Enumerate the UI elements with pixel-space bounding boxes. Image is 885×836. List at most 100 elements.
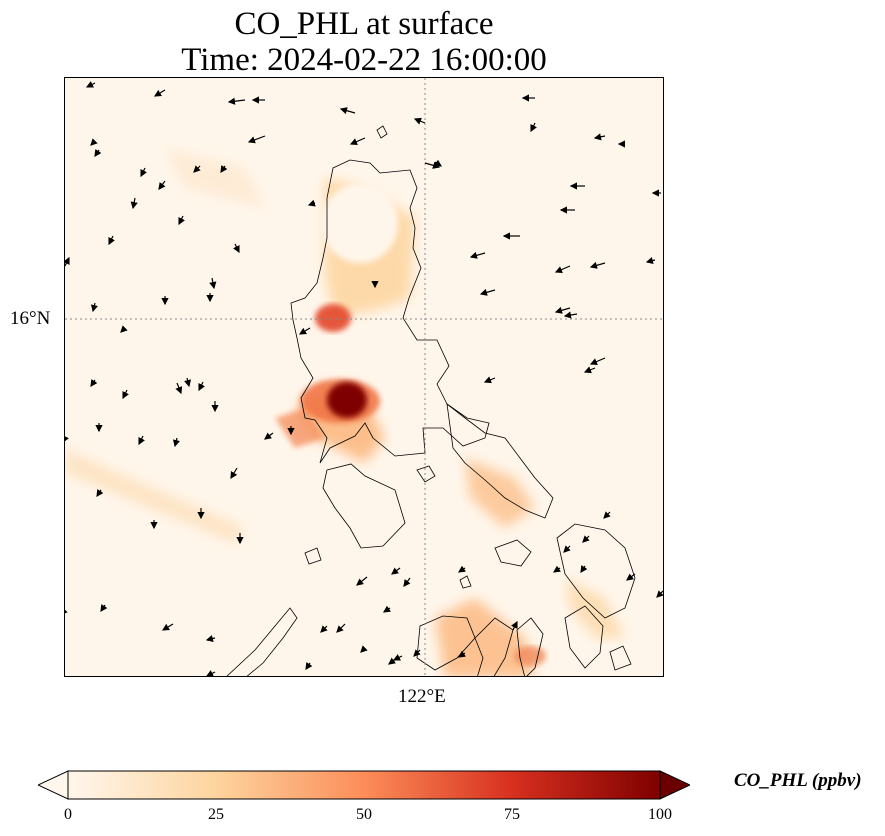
wind-arrow [563,311,578,319]
wind-arrow [220,165,228,173]
wind-arrow [391,567,401,575]
plume-visayas-core [514,646,546,666]
wind-arrow [388,657,398,665]
wind-arrow [158,180,166,190]
wind-arrow [227,97,246,105]
wind-arrow [626,573,636,581]
plume-manila-peak [327,382,367,418]
wind-arrow [413,117,426,125]
small-island-1 [304,547,322,565]
wind-arrow [582,535,590,543]
coastlines [226,125,636,676]
leyte-coastline [564,605,604,669]
masbate-coastline [494,539,532,567]
wind-arrow [205,635,216,643]
gridlines [65,78,663,676]
map-title: CO_PHL at surface [234,6,494,42]
wind-vectors [65,81,663,676]
wind-arrow [90,138,98,146]
cebu-coastline [516,617,544,676]
wind-arrow [209,277,217,290]
colorbar-tick-50: 50 [356,806,372,823]
panay-coastline [416,615,476,671]
plume-west [65,448,245,543]
lon-tick-label: 122°E [398,686,446,707]
wind-arrow [336,623,346,633]
wind-arrow [339,107,356,115]
wind-arrow [403,577,411,587]
wind-arrow [356,576,368,586]
wind-arrow [178,215,185,226]
wind-arrow [580,565,588,573]
map-subtitle-time: Time: 2024-02-22 16:00:00 [181,42,547,78]
luzon-coastline [290,159,490,464]
colorbar-tick-75: 75 [504,806,520,823]
wind-arrow [85,81,96,88]
plume-samar [565,578,625,638]
wind-arrow [247,135,266,144]
negros-coastline [474,617,514,676]
plume-north-hole [322,183,398,263]
wind-arrow [138,435,145,446]
wind-arrow [434,159,442,167]
wind-arrow [307,199,316,207]
wind-arrow [175,382,183,395]
wind-arrow [458,565,466,573]
wind-arrow [656,590,663,598]
wind-arrow [483,376,496,384]
wind-arrow [140,167,147,178]
co-concentration-field [65,148,625,676]
wind-arrow [94,149,102,157]
wind-arrow [360,645,368,653]
wind-arrow [469,251,486,259]
plume-northwest [165,148,265,208]
colorbar-gradient [67,770,661,800]
wind-arrow [603,511,611,519]
wind-arrow [264,432,274,440]
wind-arrow [511,620,518,631]
wind-arrow [530,122,537,133]
wind-arrow [130,197,138,210]
wind-arrow [589,261,606,269]
lat-tick-label: 16°N [10,308,51,329]
wind-arrow [90,379,98,387]
colorbar-units-label: CO_PHL (ppbv) [734,770,862,791]
palawan-coastline [226,607,298,676]
wind-arrow [349,137,366,145]
samar-coastline [556,523,636,619]
wind-arrow [153,89,166,97]
plume-bataan [315,304,351,332]
colorbar-extend-min [36,770,69,800]
wind-arrow [120,325,128,333]
wind-arrow [554,265,571,273]
wind-arrow [458,650,466,658]
wind-arrow [230,467,238,480]
colorbar [36,770,692,800]
wind-arrow [589,357,606,365]
wind-arrow [554,306,571,314]
wind-arrow [553,565,561,573]
mindoro-coastline [322,463,406,549]
wind-arrow [298,327,311,335]
wind-arrow [593,133,606,141]
wind-arrow [645,257,656,265]
wind-arrow [205,670,216,676]
marinduque-coastline [416,465,436,483]
wind-arrow [320,625,328,633]
colorbar-tick-25: 25 [208,806,224,823]
wind-arrow [563,545,571,553]
wind-arrow [198,381,205,392]
wind-arrow [413,649,421,657]
wind-arrow [193,165,201,173]
wind-arrow [122,389,129,400]
wind-arrow [233,243,240,254]
wind-arrow [479,288,496,296]
wind-arrow [583,366,596,374]
wind-arrow [100,604,108,612]
colorbar-tick-100: 100 [648,806,672,823]
babuyan-island [376,125,388,139]
plume-visayas [435,598,535,676]
wind-arrow [172,437,180,448]
wind-arrow [161,623,174,631]
plume-cavite [275,408,325,448]
